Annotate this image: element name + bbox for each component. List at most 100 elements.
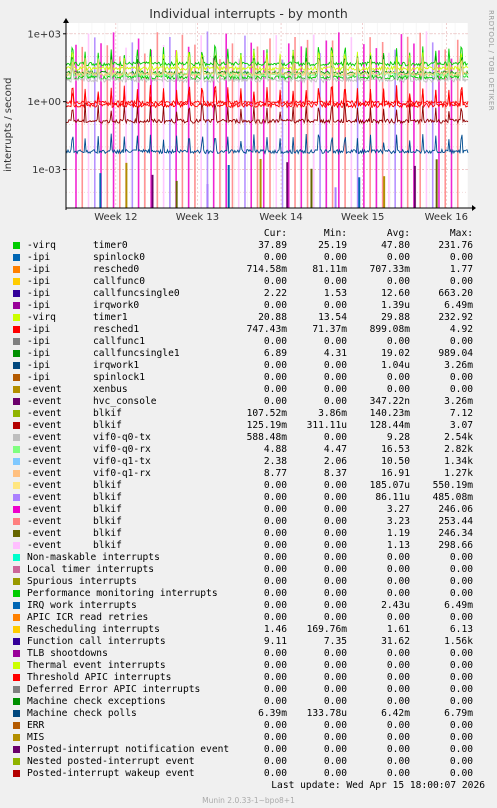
legend-cur: 0.00 (263, 528, 287, 539)
legend-min: 0.00 (323, 504, 347, 515)
legend-min: 0.00 (323, 432, 347, 443)
legend-row: Machine check polls 6.39m 133.78u 6.42m 6.79… (0, 708, 497, 720)
legend-cur: 0.00 (263, 492, 287, 503)
legend-avg: 16.91 (381, 468, 410, 479)
legend-avg: 47.80 (381, 240, 410, 251)
legend-row: -event blkif 0.00 0.00 3.27 246.06 (0, 504, 497, 516)
legend-swatch (13, 326, 20, 333)
legend-avg: 1.04u (381, 360, 410, 371)
legend-cur: 0.00 (263, 660, 287, 671)
legend-max: 2.82k (444, 444, 473, 455)
legend-max: 4.92 (449, 324, 473, 335)
legend-swatch (13, 482, 20, 489)
legend-label: -virq (27, 312, 56, 323)
legend-max: 0.00 (449, 672, 473, 683)
legend-avg: 1.13 (386, 540, 410, 551)
legend-label: -ipi (27, 336, 51, 347)
legend-label: -event (27, 528, 62, 539)
legend-min: 0.00 (323, 528, 347, 539)
legend-swatch (13, 542, 20, 549)
legend-label: Thermal event interrupts (27, 660, 166, 671)
legend-row: Deferred Error APIC interrupts 0.00 0.00 0.… (0, 684, 497, 696)
legend-min: 0.00 (323, 336, 347, 347)
legend-cur: 0.00 (263, 276, 287, 287)
legend-cur: 0.00 (263, 564, 287, 575)
legend-avg: 0.00 (386, 336, 410, 347)
legend-cur: 107.52m (246, 408, 287, 419)
legend-label: -event (27, 432, 62, 443)
legend-min: 1.53 (323, 288, 347, 299)
legend-min: 311.11u (306, 420, 347, 431)
y-tick-label: 1e-03 (32, 165, 61, 176)
legend-row: -event blkif 107.52m 3.86m 140.23m 7.12 (0, 408, 497, 420)
legend-name: hvc_console (93, 396, 157, 407)
legend-cur: 4.88 (263, 444, 287, 455)
legend-max: 0.00 (449, 768, 473, 779)
legend-row: -event vif0-q1-rx 8.77 8.37 16.91 1.27k (0, 468, 497, 480)
legend-max: 0.00 (449, 744, 473, 755)
legend-max: 246.34 (438, 528, 473, 539)
legend-cur: 125.19m (246, 420, 287, 431)
legend-min: 169.76m (306, 624, 347, 635)
legend-max: 989.04 (438, 348, 473, 359)
legend-name: blkif (93, 540, 122, 551)
legend-row: MIS 0.00 0.00 0.00 0.00 (0, 732, 497, 744)
legend-name: blkif (93, 492, 122, 503)
legend-avg: 0.00 (386, 372, 410, 383)
legend-row: Nested posted-interrupt event 0.00 0.00 0.0… (0, 756, 497, 768)
legend-min: 0.00 (323, 600, 347, 611)
legend-name: vif0-q0-rx (93, 444, 151, 455)
legend-label: MIS (27, 732, 45, 743)
legend-avg: 3.23 (386, 516, 410, 527)
legend-cur: 0.00 (263, 756, 287, 767)
legend-cur: 6.39m (258, 708, 287, 719)
legend-row: -ipi callfunc1 0.00 0.00 0.00 0.00 (0, 336, 497, 348)
legend-name: irqwork0 (93, 300, 140, 311)
legend-avg: 86.11u (375, 492, 410, 503)
col-cur: Cur: (263, 228, 287, 239)
legend-cur: 0.00 (263, 672, 287, 683)
legend-swatch (13, 242, 20, 249)
legend-swatch (13, 734, 20, 741)
legend-swatch (13, 314, 20, 321)
legend-min: 0.00 (323, 276, 347, 287)
legend-row: -event blkif 0.00 0.00 3.23 253.44 (0, 516, 497, 528)
legend-max: 6.13 (449, 624, 473, 635)
legend-name: spinlock0 (93, 252, 145, 263)
legend-row: -event vif0-q0-rx 4.88 4.47 16.53 2.82k (0, 444, 497, 456)
legend-row: -event blkif 0.00 0.00 1.19 246.34 (0, 528, 497, 540)
rrdtool-brand: RRDTOOL / TOBI OETIKER (487, 10, 495, 112)
legend-name: blkif (93, 504, 122, 515)
legend-label: -ipi (27, 300, 51, 311)
legend-cur: 6.89 (263, 348, 287, 359)
legend-cur: 0.00 (263, 720, 287, 731)
legend-row: Posted-interrupt wakeup event 0.00 0.00 0.0… (0, 768, 497, 780)
legend-row: APIC ICR read retries 0.00 0.00 0.00 0.00 (0, 612, 497, 624)
legend-name: callfuncsingle1 (93, 348, 180, 359)
legend-min: 0.00 (323, 480, 347, 491)
legend-row: -event xenbus 0.00 0.00 0.00 0.00 (0, 384, 497, 396)
legend-min: 0.00 (323, 300, 347, 311)
legend-min: 25.19 (318, 240, 347, 251)
legend-name: xenbus (93, 384, 128, 395)
legend-label: -event (27, 480, 62, 491)
legend-row: IRQ work interrupts 0.00 0.00 2.43u 6.49m (0, 600, 497, 612)
legend-swatch (13, 530, 20, 537)
legend-row: Posted-interrupt notification event 0.00 0… (0, 744, 497, 756)
legend-row: -ipi callfuncsingle1 6.89 4.31 19.02 989.04 (0, 348, 497, 360)
series-line (65, 84, 469, 107)
legend-label: Posted-interrupt notification event (27, 744, 230, 755)
legend-swatch (13, 722, 20, 729)
legend-label: -event (27, 444, 62, 455)
legend-avg: 0.00 (386, 756, 410, 767)
legend-label: Performance monitoring interrupts (27, 588, 218, 599)
legend-avg: 31.62 (381, 636, 410, 647)
legend-swatch (13, 362, 20, 369)
legend-avg: 707.33m (369, 264, 410, 275)
legend-max: 1.56k (444, 636, 473, 647)
legend-avg: 9.28 (386, 432, 410, 443)
legend-swatch (13, 590, 20, 597)
legend-max: 0.00 (449, 276, 473, 287)
legend-name: blkif (93, 528, 122, 539)
